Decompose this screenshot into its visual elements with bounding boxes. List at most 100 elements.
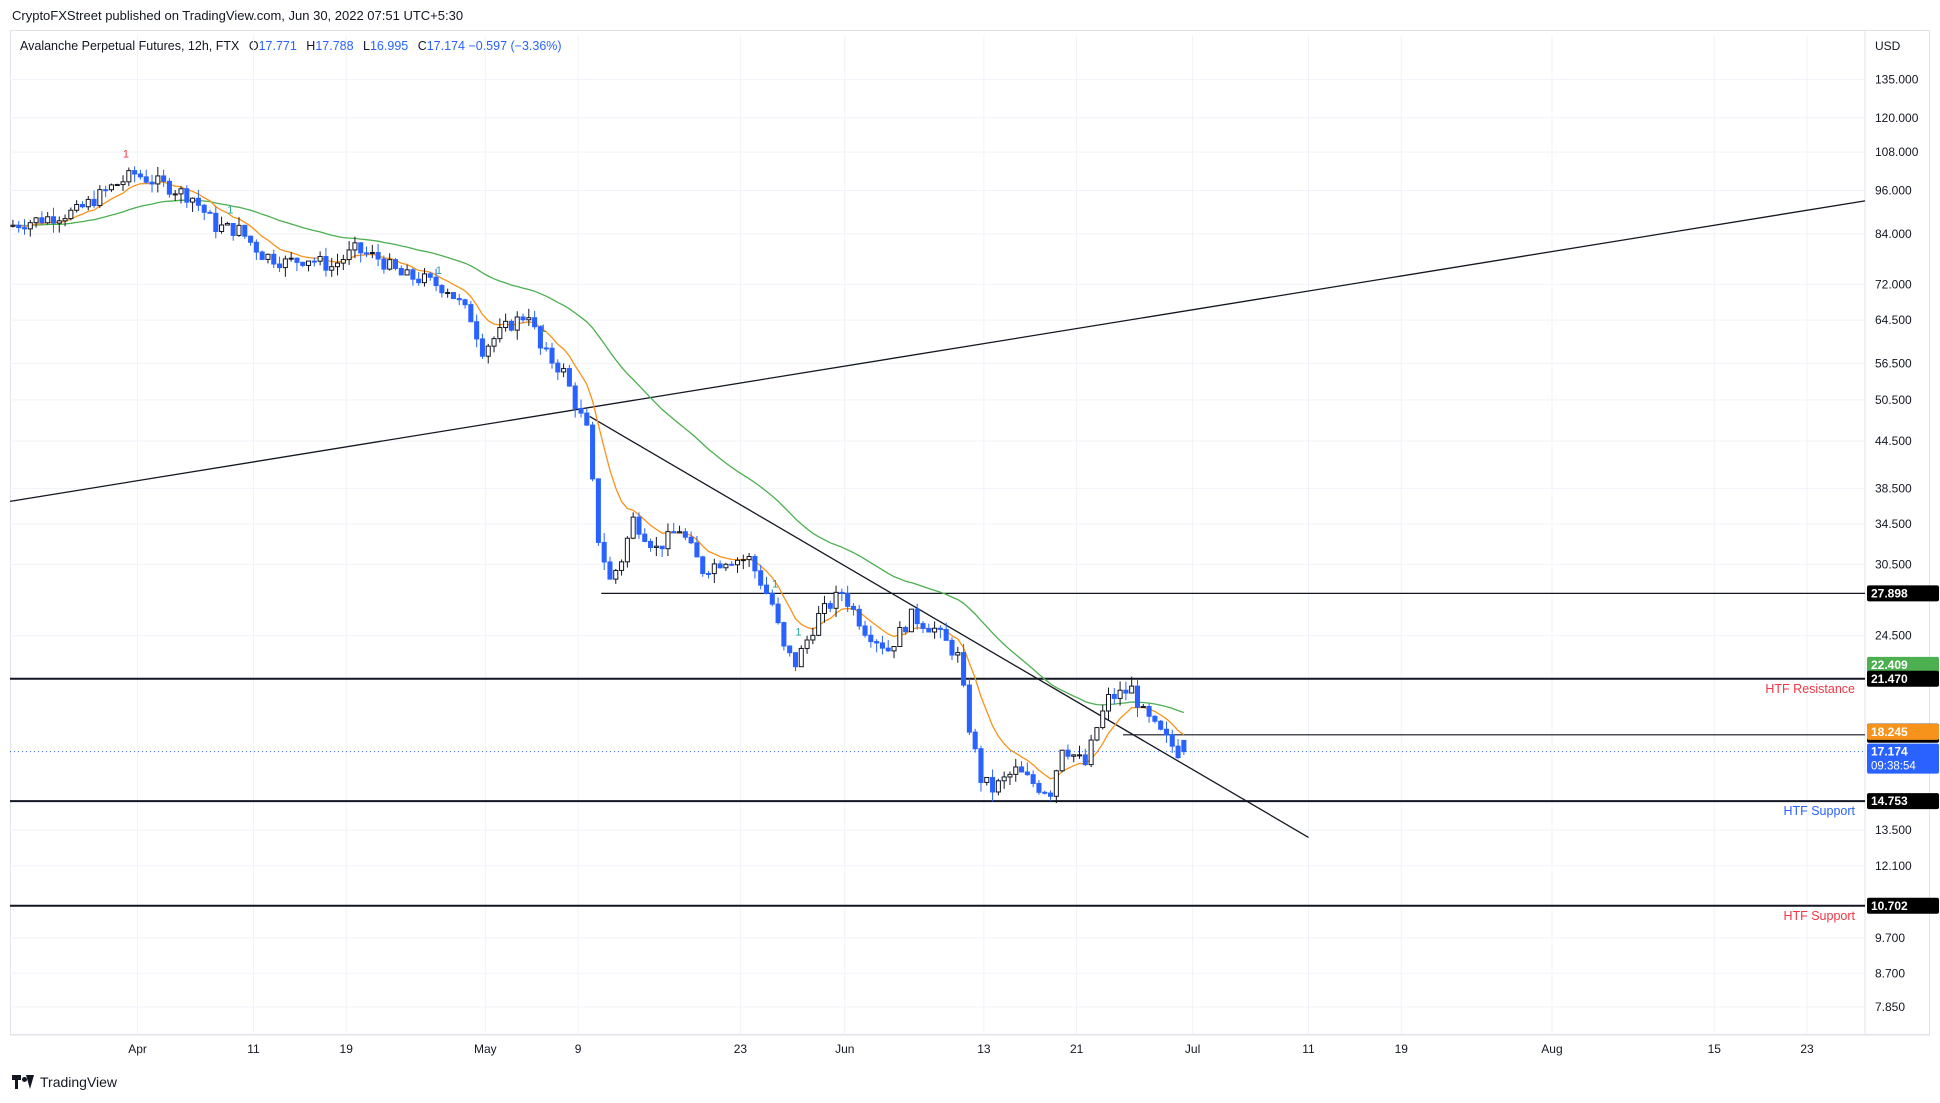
candle (949, 637, 955, 661)
candle-body (1111, 693, 1117, 699)
candle-body (265, 253, 271, 260)
candle-body (590, 424, 596, 480)
candle (868, 625, 874, 648)
candle (1013, 758, 1019, 782)
candle-body (740, 559, 746, 562)
time-axis-tick: 15 (1708, 1042, 1722, 1056)
candle-body (404, 269, 410, 276)
candle-body (746, 556, 752, 561)
candle-body (1013, 766, 1019, 775)
candle-body (561, 368, 567, 373)
candle (995, 778, 1001, 796)
candle-body (856, 608, 862, 627)
candle (787, 645, 793, 657)
candle (1071, 754, 1077, 763)
candle (178, 186, 184, 204)
candle-body (1100, 710, 1106, 729)
price-axis-tick: 108.000 (1875, 145, 1919, 159)
candle-body (636, 516, 642, 535)
candle (50, 207, 57, 233)
candle (833, 585, 839, 617)
candle-body (450, 292, 456, 300)
candle (758, 564, 764, 590)
candle-body (566, 368, 572, 387)
candle (190, 197, 196, 212)
candle (282, 255, 288, 277)
price-axis-tick: 84.000 (1875, 227, 1912, 241)
candle (816, 606, 822, 637)
candle (288, 251, 294, 262)
tradingview-logo[interactable]: TradingView (12, 1074, 117, 1090)
candle (219, 216, 225, 234)
candle-body (508, 320, 514, 331)
open-value: 17.771 (258, 39, 297, 53)
candle (456, 294, 462, 306)
candle (990, 769, 996, 802)
candle (578, 399, 584, 418)
candle (166, 178, 172, 198)
candle (137, 169, 143, 180)
candle (491, 336, 497, 353)
level-price-tag: 14.753 (1867, 793, 1939, 810)
candle-body (456, 298, 462, 301)
level-price-tag-bg (1867, 585, 1939, 602)
candle (392, 258, 399, 271)
candle-body (91, 198, 97, 207)
candle-body (827, 603, 833, 609)
candle (955, 646, 961, 663)
candle-body (56, 220, 62, 224)
candle (155, 166, 161, 193)
candle-body (190, 197, 196, 203)
candle (323, 247, 329, 277)
candle (201, 204, 207, 221)
td-count-label: 1 (795, 626, 801, 638)
candle (375, 243, 381, 267)
candle (978, 745, 984, 792)
candle-body (1123, 689, 1129, 694)
candle-body (253, 241, 259, 253)
candle-body (966, 684, 972, 733)
candle-body (624, 537, 630, 563)
candle-body (137, 173, 143, 178)
candle (671, 522, 677, 534)
candle (613, 568, 619, 584)
candle-body (161, 175, 167, 182)
candle-body (445, 292, 451, 295)
candle-body (804, 639, 810, 649)
candle (242, 224, 248, 239)
candle (636, 512, 642, 539)
level-price-tag-label: 10.702 (1871, 899, 1908, 913)
candle-body (578, 407, 584, 414)
horizontal-levels (10, 592, 1865, 907)
candle (874, 639, 880, 653)
candle (665, 523, 671, 557)
candle (839, 588, 845, 602)
candle (555, 359, 561, 381)
candle (520, 313, 526, 323)
candle-body (972, 731, 978, 750)
candle-body (1175, 745, 1181, 759)
candle-body (1053, 770, 1059, 797)
price-axis-tick: 135.000 (1875, 72, 1919, 86)
change-value: −0.597 (−3.36%) (468, 39, 562, 53)
candle-body (705, 572, 712, 575)
candle-body (1129, 685, 1135, 694)
candle-body (833, 591, 839, 609)
candle (943, 622, 949, 641)
time-axis-tick: May (474, 1042, 497, 1056)
candle (508, 319, 514, 332)
time-axis-tick: 19 (1395, 1042, 1409, 1056)
candle-body (1088, 739, 1094, 766)
candle (277, 256, 283, 273)
candle (810, 627, 816, 645)
time-axis-tick: Jun (835, 1042, 854, 1056)
candle-body (114, 184, 120, 187)
candle-body (607, 561, 613, 580)
level-price-tag-label: 27.898 (1871, 586, 1908, 600)
candle-body (549, 347, 555, 364)
candle (329, 257, 335, 277)
candle-body (601, 541, 607, 563)
candle-body (166, 180, 172, 195)
candle-body (207, 211, 213, 214)
